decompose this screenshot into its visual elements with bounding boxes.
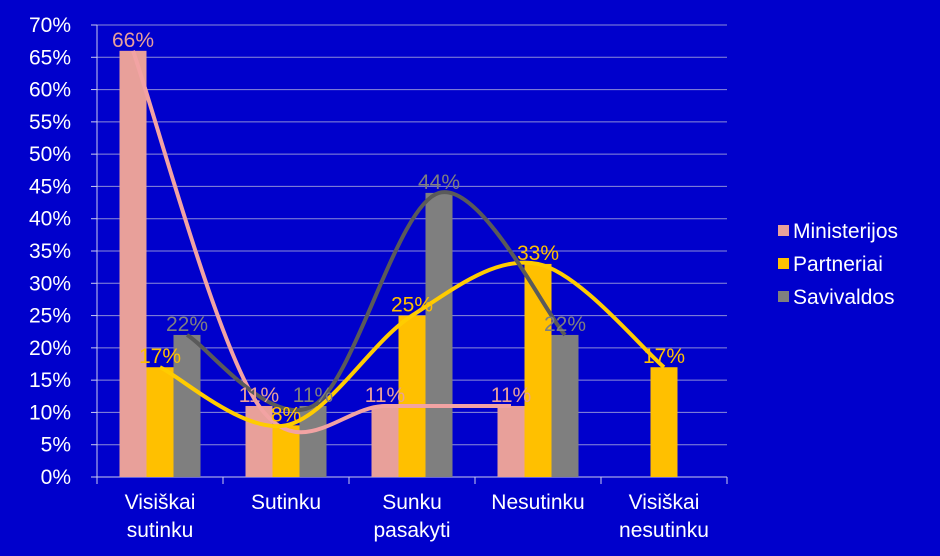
- bar: [272, 425, 300, 477]
- trend-line: [159, 260, 666, 429]
- y-tick-label: 10%: [29, 401, 71, 424]
- data-label: 11%: [491, 384, 531, 407]
- x-tick-label: Sunku pasakyti: [373, 491, 450, 542]
- bar: [497, 405, 525, 477]
- data-label: 66%: [112, 29, 154, 52]
- data-label: 22%: [166, 313, 208, 336]
- data-label: 17%: [139, 345, 181, 368]
- data-label: 33%: [517, 242, 559, 265]
- legend-label: Ministerijos: [793, 220, 898, 243]
- bar: [524, 263, 552, 477]
- legend-label: Savivaldos: [793, 286, 895, 309]
- y-tick-label: 0%: [41, 466, 71, 489]
- legend-label: Partneriai: [793, 253, 883, 276]
- bar: [371, 405, 399, 477]
- y-tick-label: 55%: [29, 111, 71, 134]
- y-tick-label: 45%: [29, 175, 71, 198]
- y-tick-label: 50%: [29, 143, 71, 166]
- bar: [425, 192, 453, 477]
- trend-line: [185, 190, 567, 413]
- y-tick-label: 30%: [29, 272, 71, 295]
- y-tick-label: 60%: [29, 79, 71, 102]
- legend-swatch: [778, 291, 789, 302]
- y-tick-label: 15%: [29, 369, 71, 392]
- x-tick-label: Visiškai nesutinku: [619, 491, 709, 542]
- data-label: 8%: [271, 403, 301, 426]
- y-tick-label: 35%: [29, 240, 71, 263]
- trend-line: [131, 50, 511, 435]
- bar: [146, 367, 174, 477]
- y-tick-label: 70%: [29, 14, 71, 37]
- y-tick-label: 20%: [29, 337, 71, 360]
- bar: [173, 334, 201, 477]
- y-tick-label: 40%: [29, 208, 71, 231]
- bar: [551, 334, 579, 477]
- data-label: 44%: [418, 171, 460, 194]
- data-label: 11%: [239, 384, 279, 407]
- data-label: 22%: [544, 313, 586, 336]
- x-tick-label: Nesutinku: [491, 491, 584, 514]
- y-tick-label: 5%: [41, 434, 71, 457]
- x-tick-label: Visiškai sutinku: [125, 491, 196, 542]
- data-label: 17%: [643, 345, 685, 368]
- data-label: 25%: [391, 294, 433, 317]
- bar: [119, 50, 147, 477]
- x-tick-label: Sutinku: [251, 491, 321, 514]
- y-tick-label: 25%: [29, 305, 71, 328]
- legend-swatch: [778, 258, 789, 269]
- y-tick-label: 65%: [29, 46, 71, 69]
- bar: [398, 315, 426, 477]
- legend-swatch: [778, 225, 789, 236]
- bar: [650, 367, 678, 477]
- data-label: 11%: [365, 384, 405, 407]
- data-label: 11%: [293, 384, 333, 407]
